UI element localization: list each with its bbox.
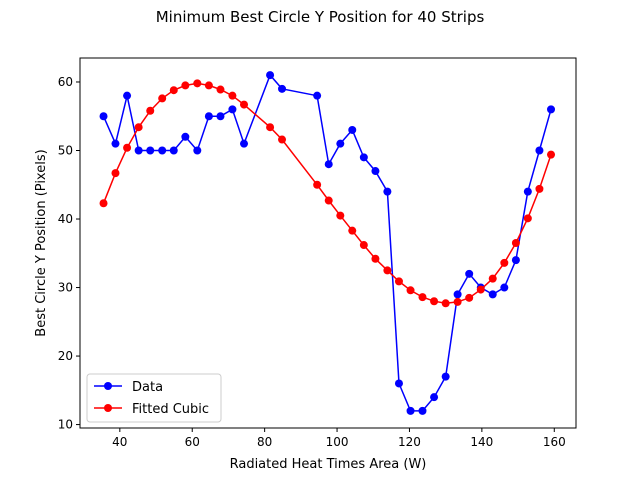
y-tick-label: 40 (58, 212, 73, 226)
point-fitted-cubic (324, 196, 333, 205)
point-data (324, 160, 333, 169)
plot-frame (79, 57, 577, 429)
point-fitted-cubic (488, 274, 497, 283)
point-fitted-cubic (111, 169, 120, 178)
point-data (99, 112, 108, 121)
point-fitted-cubic (99, 199, 108, 208)
point-data (228, 105, 237, 114)
point-data (348, 125, 357, 134)
point-fitted-cubic (511, 239, 520, 247)
point-fitted-cubic (453, 297, 462, 306)
point-data (535, 146, 544, 155)
point-data (430, 393, 439, 402)
point-fitted-cubic (465, 293, 474, 302)
x-axis-label: Radiated Heat Times Area (W) (230, 457, 427, 472)
point-fitted-cubic (266, 123, 275, 132)
y-tick-label: 20 (58, 349, 73, 363)
point-fitted-cubic (359, 241, 368, 250)
point-fitted-cubic (204, 81, 213, 90)
point-data (146, 146, 155, 155)
x-tick-label: 40 (112, 435, 127, 449)
point-fitted-cubic (418, 293, 427, 302)
point-fitted-cubic (278, 135, 287, 144)
point-fitted-cubic (193, 79, 202, 88)
plot-area (99, 71, 556, 415)
point-data (336, 139, 345, 148)
x-tick-label: 140 (470, 435, 493, 449)
point-fitted-cubic (523, 214, 532, 223)
point-data (123, 91, 132, 100)
point-data (169, 146, 178, 155)
point-fitted-cubic (371, 254, 380, 263)
point-data (158, 146, 167, 155)
point-data (313, 91, 322, 100)
point-data (181, 132, 190, 141)
x-tick-label: 160 (543, 435, 566, 449)
point-data (216, 112, 225, 121)
point-data (406, 406, 415, 415)
y-tick-label: 10 (58, 418, 73, 432)
point-data (240, 139, 249, 148)
point-data (453, 290, 462, 299)
point-fitted-cubic (547, 150, 556, 159)
point-fitted-cubic (123, 143, 132, 152)
x-axis: 40 60 80 100 120 140 160 (112, 428, 566, 449)
point-data (278, 84, 287, 93)
point-data (465, 269, 474, 278)
series-line-data (102, 73, 552, 412)
point-data (488, 290, 497, 299)
point-fitted-cubic (216, 85, 225, 94)
point-data (500, 283, 509, 292)
point-data (511, 256, 520, 265)
point-data (204, 112, 213, 121)
x-tick-label: 60 (185, 435, 200, 449)
y-axis-label: Best Circle Y Position (Pixels) (34, 149, 49, 336)
series-line-fitted-cubic (102, 82, 552, 305)
point-fitted-cubic (535, 184, 544, 193)
legend-label-fitted: Fitted Cubic (132, 402, 209, 417)
point-data (193, 146, 202, 155)
y-tick-label: 60 (58, 75, 73, 89)
point-fitted-cubic (158, 94, 167, 103)
x-tick-label: 100 (326, 435, 349, 449)
point-fitted-cubic (430, 297, 439, 306)
legend-marker-fitted (104, 404, 112, 412)
point-fitted-cubic (406, 286, 415, 295)
point-data (371, 167, 380, 176)
point-fitted-cubic (146, 106, 155, 115)
legend: Data Fitted Cubic (86, 373, 222, 423)
point-fitted-cubic (500, 258, 509, 267)
point-data (394, 379, 403, 388)
point-fitted-cubic (476, 285, 485, 294)
point-data (383, 187, 392, 196)
point-fitted-cubic (348, 226, 357, 235)
point-fitted-cubic (336, 211, 345, 220)
point-fitted-cubic (441, 299, 450, 308)
point-fitted-cubic (240, 100, 249, 109)
chart-title: Minimum Best Circle Y Position for 40 St… (156, 8, 485, 26)
y-tick-label: 30 (58, 281, 73, 295)
y-axis: 10 20 30 40 50 60 (58, 75, 80, 432)
point-data (359, 153, 368, 162)
point-data (111, 139, 120, 148)
point-data (418, 406, 427, 415)
x-tick-label: 80 (257, 435, 272, 449)
point-fitted-cubic (134, 123, 143, 132)
point-fitted-cubic (228, 91, 237, 100)
point-fitted-cubic (383, 266, 392, 275)
point-data (441, 372, 450, 381)
y-tick-label: 50 (58, 144, 73, 158)
legend-label-data: Data (132, 380, 163, 395)
x-tick-label: 120 (398, 435, 421, 449)
point-data (547, 105, 556, 114)
point-data (266, 71, 275, 80)
legend-marker-data (104, 382, 112, 390)
point-fitted-cubic (169, 86, 178, 95)
point-fitted-cubic (394, 277, 403, 286)
point-fitted-cubic (313, 180, 322, 189)
point-data (523, 187, 532, 196)
point-data (134, 146, 143, 155)
point-fitted-cubic (181, 81, 190, 90)
